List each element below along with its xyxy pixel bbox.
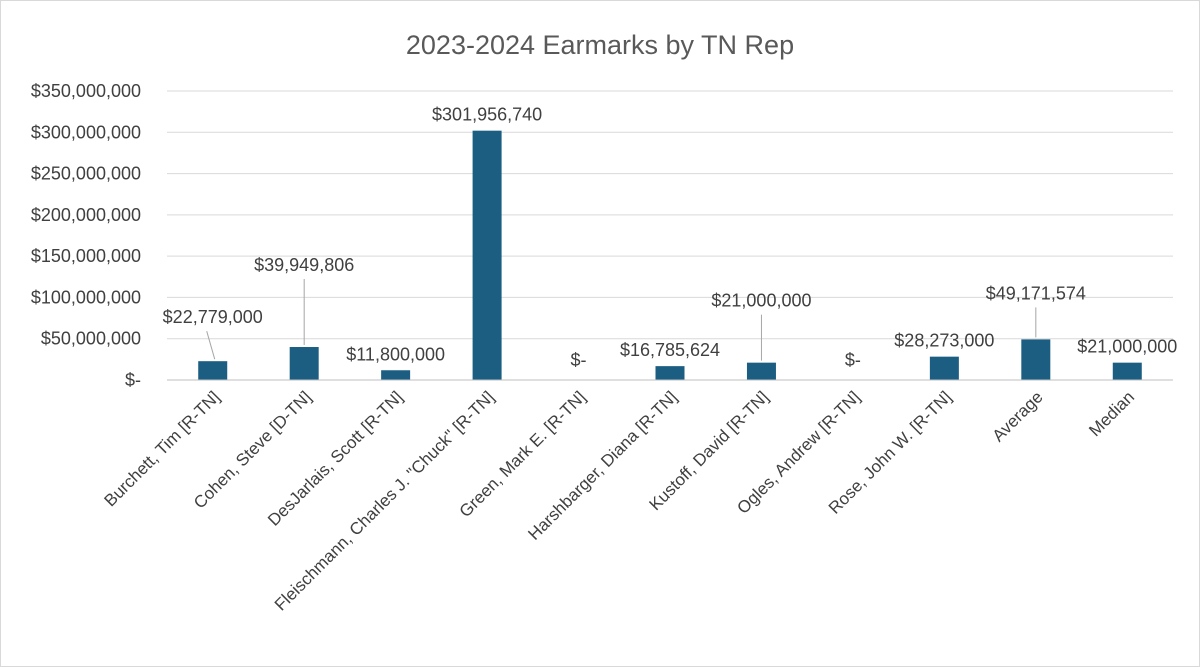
bar <box>1021 339 1051 380</box>
data-label: $21,000,000 <box>1077 337 1177 357</box>
data-label: $- <box>845 350 861 370</box>
data-label: $16,785,624 <box>620 340 720 360</box>
bar <box>198 361 228 380</box>
x-tick-label: Average <box>989 387 1047 445</box>
y-tick-label: $100,000,000 <box>31 287 141 307</box>
data-label-leader-lines <box>206 279 1037 361</box>
y-tick-label: $- <box>125 370 141 390</box>
data-label: $- <box>571 350 587 370</box>
x-tick-label: Median <box>1085 387 1138 440</box>
x-axis-tick-labels: Burchett, Tim [R-TN]Cohen, Steve [D-TN]D… <box>101 387 1139 614</box>
data-label: $21,000,000 <box>711 291 811 311</box>
bar <box>746 362 776 380</box>
data-label: $11,800,000 <box>346 344 445 364</box>
y-tick-label: $300,000,000 <box>31 122 141 142</box>
y-tick-label: $50,000,000 <box>41 329 141 349</box>
bar <box>1112 362 1142 380</box>
bar <box>381 370 411 380</box>
x-tick-label: Harshbarger, Diana [R-TN] <box>524 387 680 543</box>
data-label: $28,273,000 <box>894 331 994 351</box>
y-tick-label: $200,000,000 <box>31 205 141 225</box>
bar <box>289 347 319 380</box>
y-axis-tick-labels: $- $50,000,000 $100,000,000 $150,000,000 $20… <box>31 81 141 390</box>
data-label: $301,956,740 <box>432 105 542 125</box>
gridlines <box>167 90 1173 340</box>
bar <box>472 130 502 380</box>
y-tick-label: $150,000,000 <box>31 246 141 266</box>
leader-line <box>206 331 216 360</box>
data-label: $39,949,806 <box>254 255 354 275</box>
bar <box>929 356 959 380</box>
data-label: $22,779,000 <box>163 307 263 327</box>
y-tick-label: $350,000,000 <box>31 81 141 101</box>
chart-title: 2023-2024 Earmarks by TN Rep <box>406 30 794 60</box>
bar <box>655 366 685 380</box>
data-labels: $22,779,000 $39,949,806 $11,800,000 $301,95… <box>163 105 1178 370</box>
bars <box>198 130 1142 380</box>
y-tick-label: $250,000,000 <box>31 164 141 184</box>
data-label: $49,171,574 <box>986 283 1086 303</box>
